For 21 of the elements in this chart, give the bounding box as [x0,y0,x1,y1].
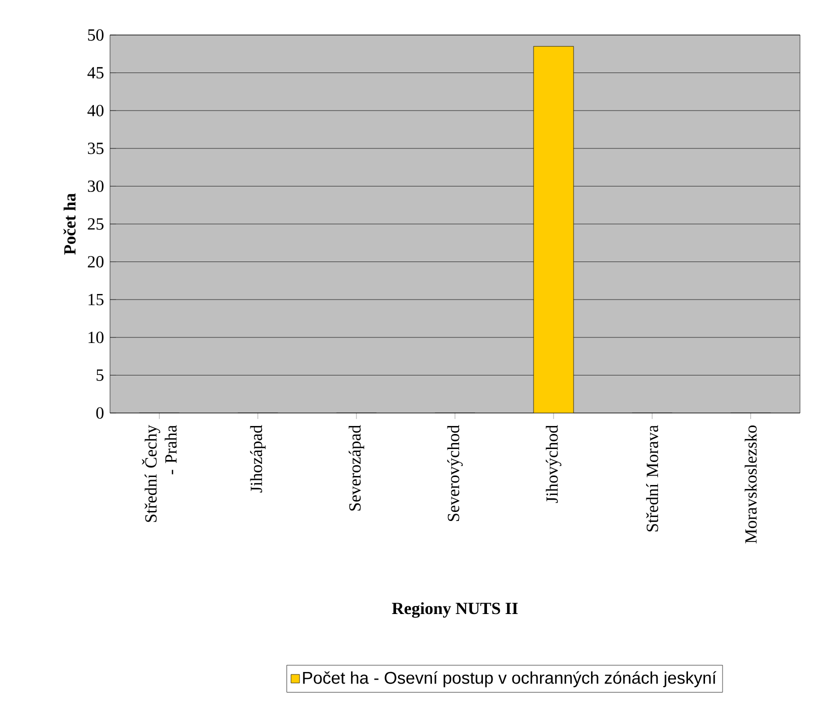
y-tick-label: 35 [88,142,104,154]
y-tick-label: 20 [88,256,104,268]
y-tick-label: 30 [88,180,104,192]
x-tick-label: Jihovýchod [546,425,562,503]
x-tick-label: Severovýchod [447,425,463,521]
x-axis-title: Regiony NUTS II [392,602,518,618]
x-tick-label: Jihozápad [250,425,266,492]
y-tick-label: 25 [88,218,104,230]
x-tick-label: Severozápad [348,425,364,511]
y-tick-label: 5 [96,370,104,381]
y-tick-label: 10 [88,332,104,344]
legend-label: Počet ha - Osevní postup v ochranných zónách jeskyní [303,671,716,688]
x-tick-label: Střední Čechy - Praha [142,424,177,522]
x-tick-label: Střední Morava [646,425,658,532]
y-axis-title: Počet ha [63,193,76,255]
y-tick-label: 0 [96,407,104,419]
y-tick-label: 15 [88,294,104,306]
y-tick-label: 45 [87,67,104,78]
y-tick-label: 40 [87,104,104,116]
x-tick-label: Moravskoslezsko [744,426,757,544]
y-tick-label: 50 [88,29,104,41]
